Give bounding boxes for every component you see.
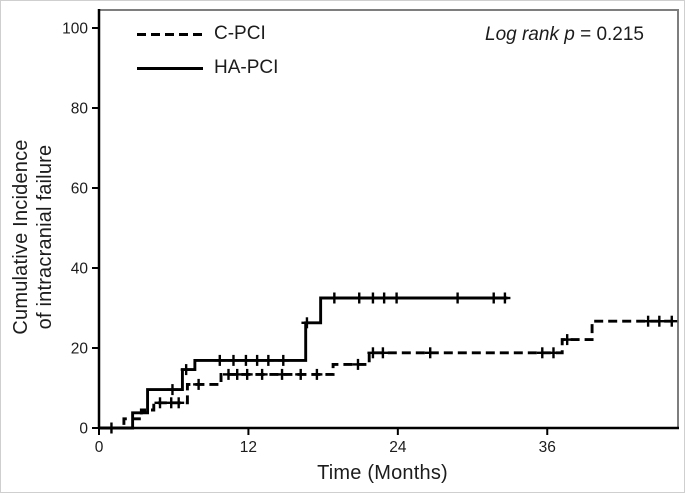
log-rank-annotation: Log rank p = 0.215 <box>485 24 644 46</box>
log-rank-annotation-value: = 0.215 <box>574 24 644 45</box>
x-tick-label: 0 <box>95 439 104 456</box>
y-tick-label: 0 <box>79 421 88 438</box>
curve-c-pci <box>99 319 678 430</box>
y-tick-label: 60 <box>71 181 89 198</box>
legend-item-cpci: C-PCI <box>137 17 278 51</box>
x-axis-title: Time (Months) <box>317 462 448 484</box>
legend-label-cpci: C-PCI <box>214 23 266 44</box>
dashed-line-sample-icon <box>137 32 203 36</box>
curve-ha-pci <box>99 296 508 430</box>
y-axis-title: Cumulative Incidence of intracranial fai… <box>9 139 57 334</box>
solid-line-sample-icon <box>137 66 203 70</box>
legend-item-hapci: HA-PCI <box>137 51 278 85</box>
y-tick-label: 80 <box>71 101 89 118</box>
y-tick-label: 20 <box>71 341 89 358</box>
x-tick-label: 36 <box>539 439 556 456</box>
legend: C-PCI HA-PCI <box>137 17 278 85</box>
y-axis-title-line1: Cumulative Incidence <box>10 139 32 335</box>
y-axis-title-line2: of intracranial failure <box>34 144 56 330</box>
y-tick-label: 40 <box>71 261 89 278</box>
log-rank-annotation-italic: Log rank p <box>485 24 575 45</box>
x-tick-label: 12 <box>240 439 257 456</box>
legend-label-hapci: HA-PCI <box>214 57 279 78</box>
y-tick-label: 100 <box>62 21 88 38</box>
x-tick-label: 24 <box>389 439 407 456</box>
